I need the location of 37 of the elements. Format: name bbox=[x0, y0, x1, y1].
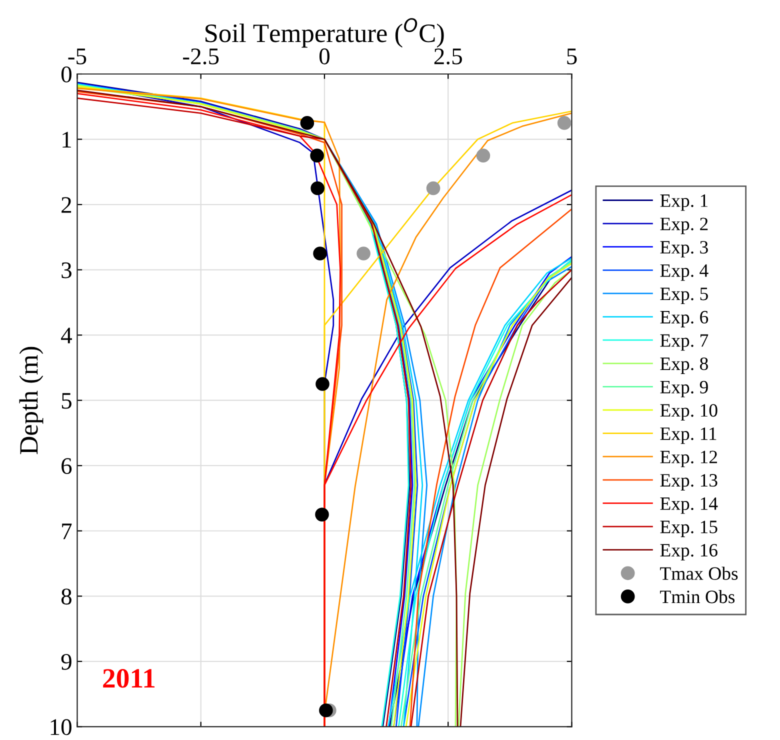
x-tick-label: 0 bbox=[319, 48, 330, 64]
legend-label: Exp. 11 bbox=[660, 427, 716, 444]
legend-label: Tmin Obs bbox=[660, 590, 735, 604]
x-tick-label: -5 bbox=[68, 48, 86, 64]
legend-label: Exp. 7 bbox=[660, 334, 708, 351]
legend-label: Exp. 6 bbox=[660, 310, 708, 328]
legend-label: Exp. 14 bbox=[660, 497, 718, 514]
x-tick-label: 2.5 bbox=[434, 48, 462, 64]
y-tick-label: 9 bbox=[61, 654, 72, 670]
x-tick-label: -2.5 bbox=[183, 48, 219, 64]
y-tick-label: 2 bbox=[62, 197, 72, 213]
y-axis-title: Depth (m) bbox=[19, 346, 44, 454]
legend-label: Exp. 15 bbox=[660, 520, 718, 538]
legend-label: Exp. 9 bbox=[660, 380, 708, 398]
y-tick-label: 10 bbox=[50, 719, 72, 736]
y-tick-label: 6 bbox=[62, 458, 72, 474]
legend-label: Tmax Obs bbox=[660, 566, 738, 580]
annotation: 2011 bbox=[103, 669, 155, 688]
y-tick-label: 4 bbox=[61, 328, 72, 344]
y-tick-label: 0 bbox=[61, 66, 72, 82]
legend-label: Exp. 2 bbox=[660, 218, 708, 234]
legend-label: Exp. 13 bbox=[660, 474, 718, 490]
y-tick-label: 1 bbox=[62, 132, 71, 148]
legend-label: Exp. 12 bbox=[660, 450, 717, 468]
legend-label: Exp. 1 bbox=[660, 194, 708, 211]
legend-label: Exp. 10 bbox=[660, 404, 718, 421]
y-tick-label: 7 bbox=[62, 524, 72, 540]
y-tick-label: 8 bbox=[61, 588, 72, 605]
legend-label: Exp. 8 bbox=[660, 357, 708, 374]
legend-label: Exp. 5 bbox=[660, 288, 708, 304]
legend-label: Exp. 4 bbox=[660, 264, 708, 281]
y-tick-label: 5 bbox=[62, 393, 72, 409]
legend-label: Exp. 3 bbox=[660, 241, 708, 258]
y-tick-label: 3 bbox=[62, 262, 72, 278]
x-tick-label: 5 bbox=[567, 48, 577, 64]
legend-label: Exp. 16 bbox=[660, 544, 718, 560]
x-axis-title: Soil Temperature ($^{O}$C) bbox=[206, 18, 444, 48]
